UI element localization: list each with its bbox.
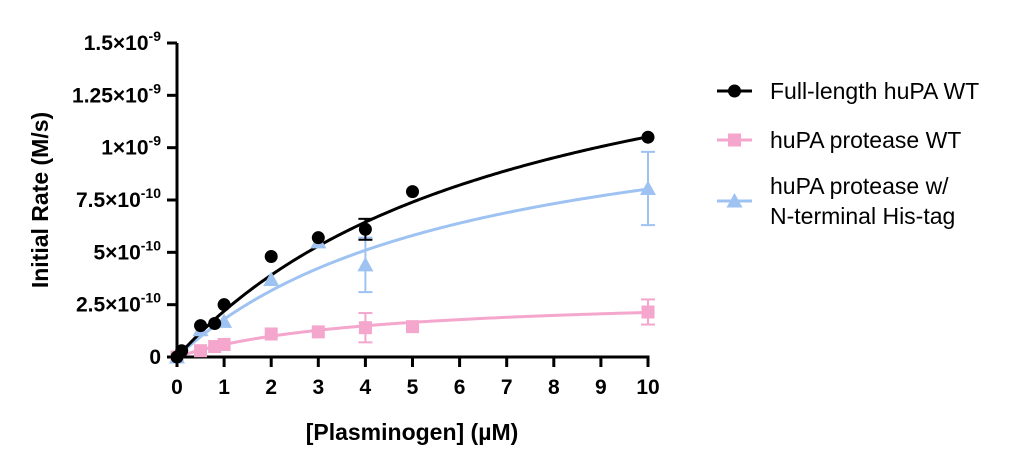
x-tick-label: 10 [636,376,659,399]
legend-triangle-marker [726,193,743,208]
square-marker [194,344,208,358]
square-marker [311,325,325,339]
y-tick-exponent: -9 [149,28,162,44]
legend-label-line: huPA protease w/ [770,173,949,199]
axes: 02.5×10-105×10-107.5×10-101×10-91.25×10-… [72,28,660,399]
y-tick-label: 7.5×10-10 [76,185,161,212]
fit-curve [175,135,649,359]
x-tick-label: 5 [407,376,419,399]
y-tick-mantissa: 7.5×10 [76,189,141,212]
triangle-marker [263,271,280,287]
circle-marker [311,231,325,245]
circle-marker [358,222,372,236]
y-tick-label: 5×10-10 [93,237,161,264]
y-tick-exponent: -9 [149,80,162,96]
y-tick-exponent: -10 [141,185,161,201]
y-axis-title: Initial Rate (M/s) [27,112,53,288]
legend-label: huPA protease w/N-terminal His-tag [770,173,955,229]
legend-circle-marker [728,84,741,98]
square-marker [217,337,231,351]
y-tick-exponent: -9 [149,133,162,149]
circle-marker [217,298,231,312]
circle-marker [194,319,208,333]
circle-marker [264,250,278,264]
square-marker [641,305,655,319]
y-tick-mantissa: 1.5×10 [84,32,149,55]
x-tick-label: 0 [171,376,183,399]
x-axis-title: [Plasminogen] (µM) [306,419,519,445]
x-tick-label: 4 [360,376,372,399]
square-marker [358,321,372,335]
y-tick-label: 0 [149,346,161,369]
x-tick-label: 1 [218,376,230,399]
y-tick-label: 1.5×10-9 [84,28,161,55]
y-tick-mantissa: 1×10 [101,137,148,160]
square-marker [406,320,419,334]
x-tick-label: 7 [501,376,513,399]
legend-label-line: Full-length huPA WT [770,78,979,104]
triangle-marker [357,256,374,272]
y-tick-mantissa: 5×10 [93,241,140,264]
legend-label: huPA protease WT [770,127,961,153]
circle-marker [175,344,189,358]
legend-label-line: huPA protease WT [770,127,961,153]
y-tick-mantissa: 1.25×10 [72,84,149,107]
legend-square-marker [728,133,741,147]
y-tick-label: 1.25×10-9 [72,80,161,107]
circle-marker [208,317,222,331]
y-tick-exponent: -10 [141,237,161,253]
x-tick-label: 8 [548,376,560,399]
y-tick-label: 2.5×10-10 [76,290,161,317]
legend: Full-length huPA WT huPA protease WT huPA … [717,78,979,229]
fit-curve [176,310,649,359]
circle-marker [406,185,419,199]
fit-curve [175,187,649,359]
x-tick-label: 6 [454,376,466,399]
data-points [169,130,656,364]
x-tick-label: 9 [595,376,607,399]
square-marker [264,327,278,341]
legend-label: Full-length huPA WT [770,78,979,104]
y-tick-mantissa: 0 [149,346,161,369]
legend-label-line: N-terminal His-tag [770,203,955,229]
x-tick-label: 2 [265,376,277,399]
y-tick-exponent: -10 [141,290,161,306]
y-tick-mantissa: 2.5×10 [76,294,141,317]
triangle-marker [640,180,656,195]
x-tick-label: 3 [312,376,324,399]
circle-marker [641,130,655,144]
y-tick-label: 1×10-9 [101,133,161,160]
